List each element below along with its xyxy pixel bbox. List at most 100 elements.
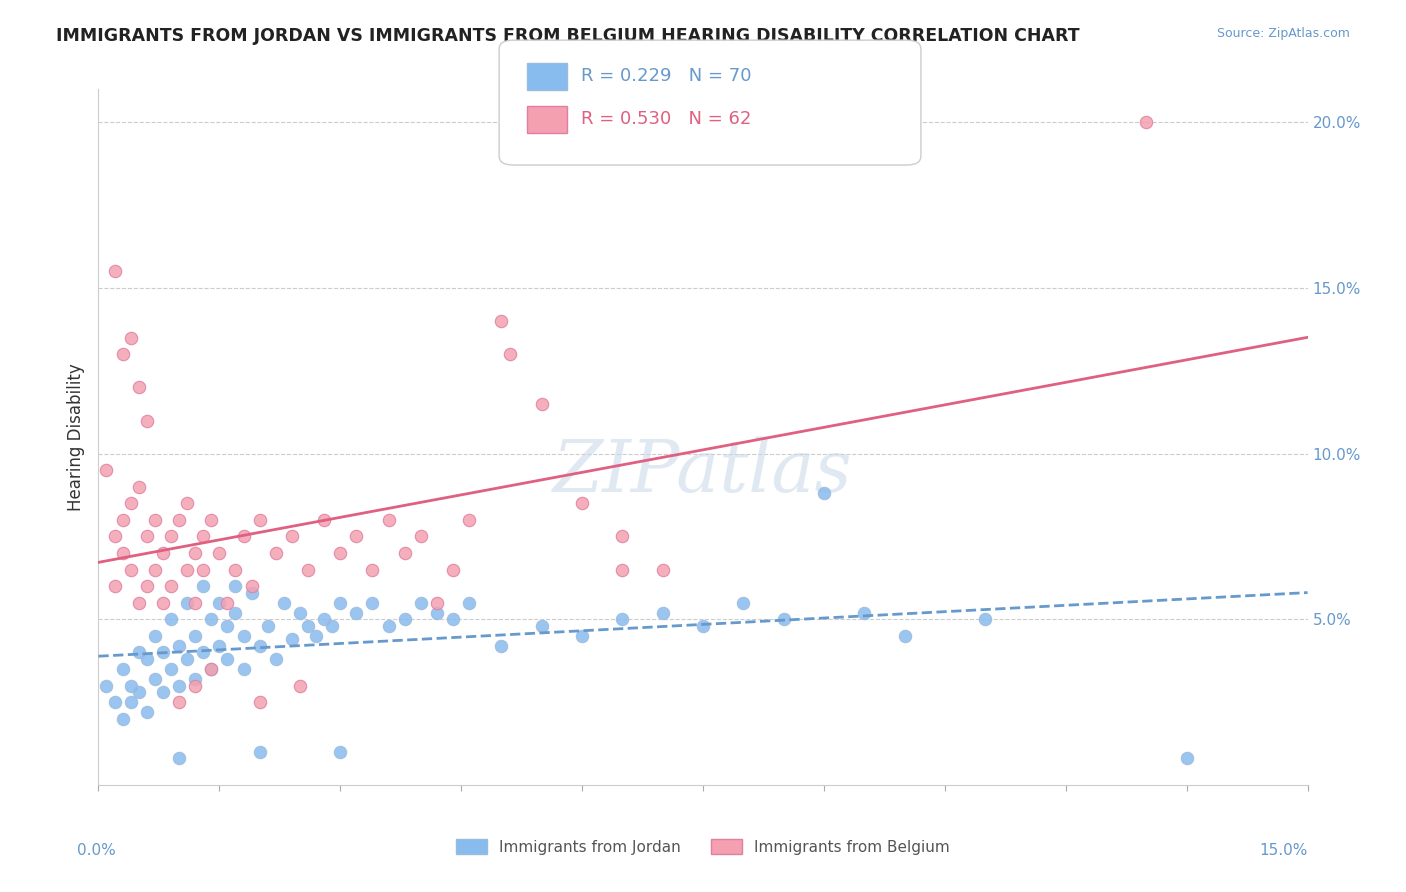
Point xyxy=(120,695,142,709)
Point xyxy=(120,331,142,345)
Point xyxy=(1135,115,1157,129)
Point xyxy=(361,563,384,577)
Point xyxy=(321,619,343,633)
Point xyxy=(111,546,134,560)
Point xyxy=(208,546,231,560)
Point xyxy=(176,496,198,510)
Point xyxy=(772,612,794,626)
Point xyxy=(135,652,157,666)
Point xyxy=(288,606,311,620)
Point xyxy=(441,612,464,626)
Point xyxy=(103,579,125,593)
Text: 15.0%: 15.0% xyxy=(1260,843,1308,858)
Point xyxy=(184,596,207,610)
Point xyxy=(394,612,416,626)
Point xyxy=(571,496,593,510)
Point xyxy=(344,606,367,620)
Point xyxy=(281,632,304,647)
Point xyxy=(733,596,755,610)
Text: R = 0.530   N = 62: R = 0.530 N = 62 xyxy=(581,110,751,128)
Point xyxy=(167,751,190,765)
Point xyxy=(426,596,449,610)
Point xyxy=(184,546,207,560)
Point xyxy=(813,486,835,500)
Point xyxy=(111,513,134,527)
Point xyxy=(314,513,336,527)
Point xyxy=(232,529,254,543)
Point xyxy=(240,579,263,593)
Point xyxy=(208,596,231,610)
Point xyxy=(111,662,134,676)
Point xyxy=(314,612,336,626)
Point xyxy=(200,662,222,676)
Point xyxy=(128,480,150,494)
Point xyxy=(426,606,449,620)
Point xyxy=(217,619,239,633)
Point xyxy=(273,596,295,610)
Point xyxy=(256,619,278,633)
Point xyxy=(143,629,166,643)
Point xyxy=(288,679,311,693)
Text: R = 0.229   N = 70: R = 0.229 N = 70 xyxy=(581,67,751,85)
Point xyxy=(305,629,328,643)
Point xyxy=(103,695,125,709)
Point xyxy=(193,579,215,593)
Point xyxy=(530,619,553,633)
Point xyxy=(128,685,150,699)
Point xyxy=(853,606,876,620)
Point xyxy=(160,579,183,593)
Point xyxy=(135,579,157,593)
Point xyxy=(143,672,166,686)
Point xyxy=(120,563,142,577)
Point xyxy=(612,529,634,543)
Point xyxy=(184,679,207,693)
Point xyxy=(329,596,352,610)
Point xyxy=(217,652,239,666)
Point xyxy=(128,645,150,659)
Point xyxy=(193,563,215,577)
Point xyxy=(160,662,183,676)
Point xyxy=(152,685,174,699)
Point xyxy=(143,513,166,527)
Point xyxy=(297,563,319,577)
Point xyxy=(193,529,215,543)
Point xyxy=(96,463,118,477)
Point xyxy=(184,672,207,686)
Point xyxy=(530,397,553,411)
Text: Source: ZipAtlas.com: Source: ZipAtlas.com xyxy=(1216,27,1350,40)
Point xyxy=(152,645,174,659)
Point xyxy=(344,529,367,543)
Point xyxy=(281,529,304,543)
Point xyxy=(361,596,384,610)
Point xyxy=(167,695,190,709)
Point xyxy=(571,629,593,643)
Point xyxy=(167,513,190,527)
Point xyxy=(120,496,142,510)
Point xyxy=(232,629,254,643)
Point xyxy=(441,563,464,577)
Point xyxy=(160,529,183,543)
Point xyxy=(135,413,157,427)
Point xyxy=(329,546,352,560)
Point xyxy=(200,612,222,626)
Point xyxy=(176,652,198,666)
Point xyxy=(208,639,231,653)
Point xyxy=(184,629,207,643)
Text: 0.0%: 0.0% xyxy=(77,843,117,858)
Point xyxy=(152,596,174,610)
Point xyxy=(167,639,190,653)
Point xyxy=(143,563,166,577)
Point xyxy=(264,546,287,560)
Point xyxy=(232,662,254,676)
Point xyxy=(377,513,399,527)
Point xyxy=(409,529,432,543)
Point xyxy=(128,380,150,394)
Point xyxy=(612,612,634,626)
Point xyxy=(200,513,222,527)
Point xyxy=(264,652,287,666)
Point xyxy=(217,596,239,610)
Point xyxy=(491,314,513,328)
Text: IMMIGRANTS FROM JORDAN VS IMMIGRANTS FROM BELGIUM HEARING DISABILITY CORRELATION: IMMIGRANTS FROM JORDAN VS IMMIGRANTS FRO… xyxy=(56,27,1080,45)
Y-axis label: Hearing Disability: Hearing Disability xyxy=(66,363,84,511)
Point xyxy=(612,563,634,577)
